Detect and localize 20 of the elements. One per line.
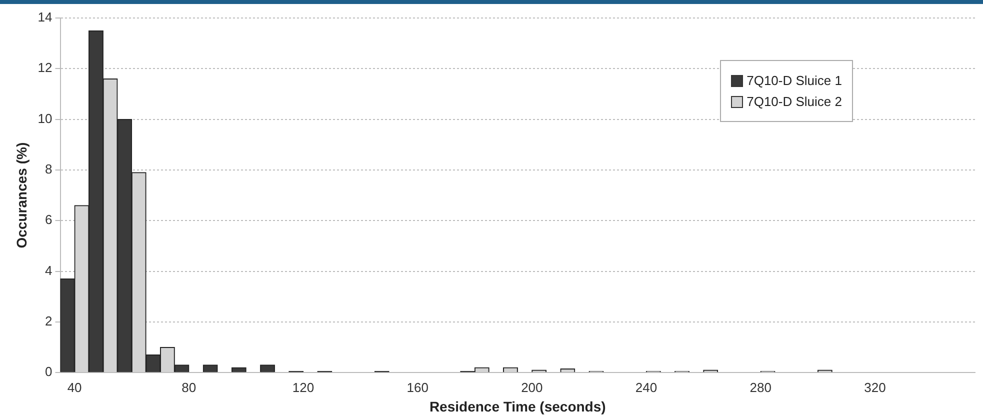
x-axis-title: Residence Time (seconds) bbox=[429, 398, 606, 414]
y-tick-label: 2 bbox=[45, 314, 52, 329]
y-tick-label: 10 bbox=[38, 110, 52, 126]
y-tick-label: 12 bbox=[38, 60, 52, 76]
x-tick-label: 200 bbox=[521, 380, 543, 395]
x-tick-label: 160 bbox=[406, 380, 428, 395]
x-tick-label: 320 bbox=[864, 380, 886, 395]
y-tick-label: 14 bbox=[38, 10, 52, 25]
x-tick-label: 80 bbox=[182, 380, 196, 395]
x-tick-label: 40 bbox=[67, 380, 82, 395]
y-tick-label: 4 bbox=[45, 262, 52, 278]
y-tick-label: 8 bbox=[45, 162, 52, 177]
legend-label: 7Q10-D Sluice 2 bbox=[746, 94, 842, 109]
y-tick-label: 0 bbox=[45, 364, 52, 380]
x-tick-label: 280 bbox=[750, 380, 772, 395]
x-tick-label: 240 bbox=[635, 380, 658, 395]
legend-label: 7Q10-D Sluice 1 bbox=[746, 73, 842, 88]
y-tick-label: 6 bbox=[45, 212, 52, 228]
y-axis-title: Occurances (%) bbox=[13, 142, 30, 248]
x-tick-label: 120 bbox=[292, 380, 314, 395]
